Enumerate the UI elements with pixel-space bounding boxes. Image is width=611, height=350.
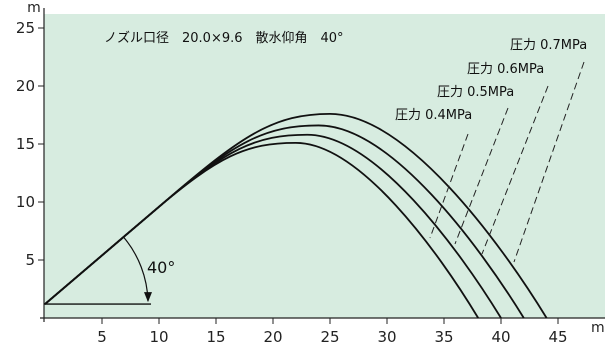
x-tick-label-20: 20 bbox=[263, 328, 282, 346]
series-label-3: 圧力 0.6MPa bbox=[467, 62, 544, 77]
y-tick-label-15: 15 bbox=[16, 135, 35, 153]
series-leader-1 bbox=[429, 133, 469, 239]
series-label-4: 圧力 0.7MPa bbox=[510, 38, 587, 53]
x-tick-label-5: 5 bbox=[97, 328, 107, 346]
y-axis-unit: m bbox=[27, 0, 41, 16]
x-tick-label-30: 30 bbox=[377, 328, 396, 346]
axes bbox=[40, 8, 605, 322]
series-label-1: 圧力 0.4MPa bbox=[395, 108, 472, 123]
series-line-3 bbox=[44, 124, 525, 319]
series-leader-2 bbox=[454, 107, 509, 245]
series-leader-3 bbox=[481, 85, 549, 255]
series-group bbox=[44, 112, 548, 319]
labels-group: 圧力 0.4MPa 圧力 0.5MPa 圧力 0.6MPa 圧力 0.7MPa bbox=[395, 38, 587, 263]
x-tick-label-25: 25 bbox=[320, 328, 339, 346]
angle-marker bbox=[44, 236, 152, 305]
header-note: ノズル口径 20.0×9.6 散水仰角 40° bbox=[104, 30, 344, 46]
x-tick-label-35: 35 bbox=[434, 328, 453, 346]
series-line-4 bbox=[44, 112, 548, 319]
launch-angle-label: 40° bbox=[147, 258, 175, 277]
plot-background bbox=[44, 14, 605, 318]
x-tick-label-10: 10 bbox=[149, 328, 168, 346]
y-tick-label-5: 5 bbox=[25, 251, 35, 269]
y-tick-label-25: 25 bbox=[16, 19, 35, 37]
x-tick-label-45: 45 bbox=[548, 328, 567, 346]
y-tick-label-20: 20 bbox=[16, 77, 35, 95]
series-leader-4 bbox=[513, 61, 585, 263]
x-axis-unit: m bbox=[591, 320, 605, 336]
series-label-2: 圧力 0.5MPa bbox=[437, 85, 514, 100]
x-tick-label-15: 15 bbox=[206, 328, 225, 346]
ticks: 5 10 15 20 25 30 35 40 45 5 10 15 20 25 bbox=[16, 19, 568, 346]
angle-arrowhead bbox=[144, 292, 152, 303]
x-tick-label-40: 40 bbox=[491, 328, 510, 346]
y-tick-label-10: 10 bbox=[16, 193, 35, 211]
